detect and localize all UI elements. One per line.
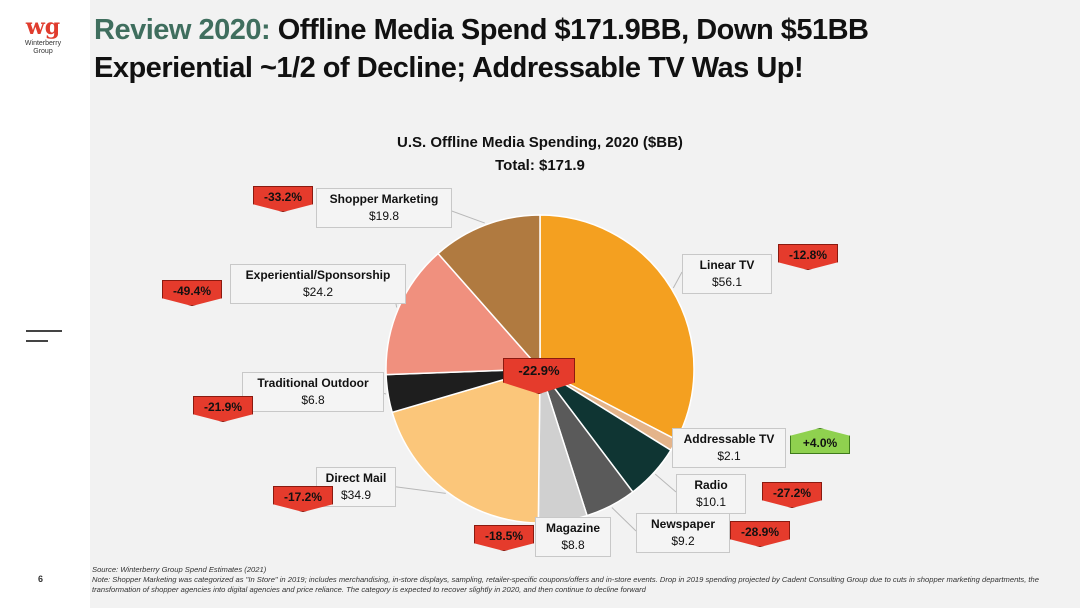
slice-name: Direct Mail	[325, 471, 387, 485]
slice-value: $8.8	[561, 538, 585, 552]
slice-value: $24.2	[302, 285, 334, 299]
label-traditional-outdoor: Traditional Outdoor $6.8	[242, 372, 384, 412]
slice-name: Experiential/Sponsorship	[245, 268, 391, 282]
label-linear-tv: Linear TV $56.1	[682, 254, 772, 294]
pie-slice-shopper-marketing	[437, 214, 541, 371]
chart-title: U.S. Offline Media Spending, 2020 ($BB)	[397, 134, 683, 151]
slice-name: Radio	[694, 478, 728, 492]
slice-value: $9.2	[671, 534, 695, 548]
logo-name-line1: Winterberry	[24, 40, 62, 47]
pie-slice-direct-mail	[391, 367, 541, 524]
label-newspaper: Newspaper $9.2	[636, 513, 730, 553]
label-experiential-sponsorship: Experiential/Sponsorship $24.2	[230, 264, 406, 304]
slice-name: Traditional Outdoor	[257, 376, 369, 390]
change-flag-shopper-marketing: -33.2%	[253, 186, 313, 212]
pie-slices	[385, 214, 695, 524]
footnote: Source: Winterberry Group Spend Estimate…	[92, 565, 1052, 595]
title-accent: Review 2020:	[94, 14, 271, 46]
slice-name: Addressable TV	[683, 432, 775, 446]
menu-lines-icon	[26, 330, 62, 350]
leader-line	[672, 271, 683, 289]
company-logo: wg Winterberry Group	[18, 14, 68, 56]
label-magazine: Magazine $8.8	[535, 517, 611, 557]
leader-line	[611, 507, 637, 532]
pie-slice-linear-tv	[539, 214, 695, 441]
slice-name: Linear TV	[699, 258, 755, 272]
slice-value: $56.1	[711, 275, 743, 289]
page-title-line1: Review 2020: Offline Media Spend $171.9B…	[94, 14, 869, 47]
left-margin	[0, 0, 90, 608]
logo-mark: wg	[25, 14, 61, 40]
logo-name-line2: Group	[33, 48, 53, 55]
footnote-source: Source: Winterberry Group Spend Estimate…	[92, 565, 267, 574]
title-line1-text: Offline Media Spend $171.9BB, Down $51BB	[270, 14, 869, 46]
label-addressable-tv: Addressable TV $2.1	[672, 428, 786, 468]
slice-value: $2.1	[717, 449, 741, 463]
slice-value: $10.1	[695, 495, 727, 509]
chart-subtitle: Total: $171.9	[495, 157, 585, 174]
slice-name: Shopper Marketing	[329, 192, 439, 206]
footnote-note: Note: Shopper Marketing was categorized …	[92, 575, 1039, 594]
label-shopper-marketing: Shopper Marketing $19.8	[316, 188, 452, 228]
slice-name: Newspaper	[650, 517, 716, 531]
label-radio: Radio $10.1	[676, 474, 746, 514]
slice-value: $34.9	[340, 488, 372, 502]
page-number: 6	[38, 574, 44, 584]
leader-line	[654, 473, 677, 493]
slice-value: $19.8	[368, 209, 400, 223]
slice-name: Magazine	[545, 521, 600, 535]
page-number-area	[0, 556, 90, 608]
page-title-line2: Experiential ~1/2 of Decline; Addressabl…	[94, 52, 804, 84]
slice-value: $6.8	[301, 393, 325, 407]
pie-slice-experiential-sponsorship	[385, 252, 542, 376]
